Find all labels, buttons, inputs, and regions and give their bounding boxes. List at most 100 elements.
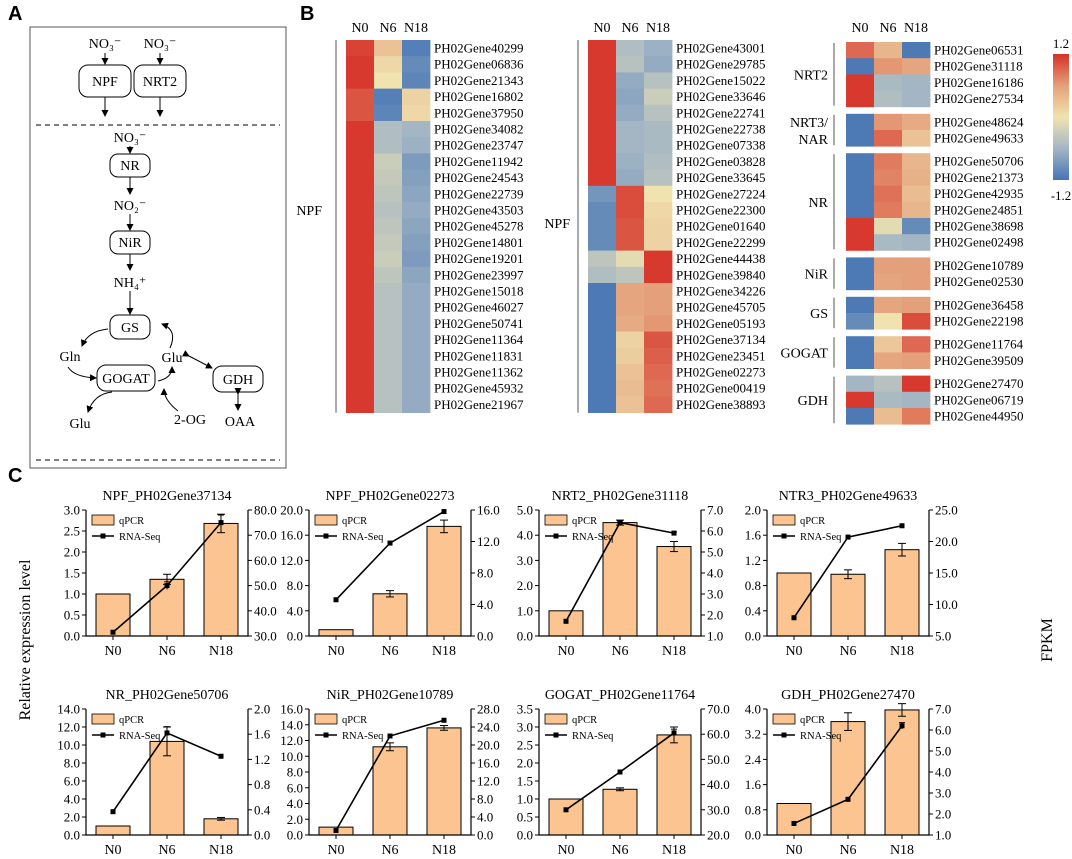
y-axis-right-label: FPKM xyxy=(1039,618,1056,662)
chart-title: NRT2_PH02Gene31118 xyxy=(552,489,689,504)
rnaseq-point xyxy=(333,597,339,603)
heatmap-cell xyxy=(644,315,673,332)
rnaseq-point xyxy=(899,523,905,529)
heatmap-cell xyxy=(402,380,431,397)
y-tick-label: 0.5 xyxy=(64,608,80,623)
rnaseq-point xyxy=(899,723,905,729)
heatmap-cell xyxy=(588,234,617,251)
heatmap-cell xyxy=(902,218,931,235)
legend-rnaseq-marker xyxy=(100,732,106,738)
pathway-frame xyxy=(29,26,287,469)
gene-label: PH02Gene49633 xyxy=(934,131,1024,146)
chart-title: NPF_PH02Gene37134 xyxy=(102,489,231,504)
legend-rnaseq-marker xyxy=(553,533,559,539)
y2-tick-label: 3.0 xyxy=(707,587,723,602)
x-tick-label: N18 xyxy=(209,644,233,659)
legend-rnaseq-label: RNA-Seq xyxy=(572,532,614,543)
group-label: GS xyxy=(810,307,828,322)
y2-tick-label: 60.0 xyxy=(707,727,730,742)
heatmap-cell xyxy=(616,137,645,154)
qpcr-bar xyxy=(884,709,920,836)
heatmap-cell xyxy=(346,121,375,138)
heatmap-cell xyxy=(902,185,931,203)
heatmap-cell xyxy=(402,396,431,413)
heatmap-cell xyxy=(346,331,375,349)
y-tick-label: 10.0 xyxy=(280,749,303,764)
heatmap-cell xyxy=(346,283,375,300)
y-tick-label: 0.4 xyxy=(745,603,762,618)
heatmap-cell xyxy=(616,56,645,73)
x-tick-label: N6 xyxy=(839,644,856,659)
group-label: NRT2 xyxy=(794,68,828,83)
y2-tick-label: 0.0 xyxy=(477,828,493,843)
y-tick-label: 2.4 xyxy=(745,752,762,767)
heatmap-cell xyxy=(374,104,403,122)
heatmap-cell xyxy=(616,121,645,138)
heatmap-cell xyxy=(902,336,931,353)
y2-tick-label: 4.0 xyxy=(935,765,951,780)
qpcr-bar xyxy=(776,803,812,836)
gdh-label: GDH xyxy=(223,373,253,388)
heatmap-cell xyxy=(874,201,903,219)
y-tick-label: 2.5 xyxy=(517,738,533,753)
heatmap-cell xyxy=(374,364,403,381)
chart-title: NR_PH02Gene50706 xyxy=(106,688,229,703)
y2-tick-label: 15.0 xyxy=(935,566,958,581)
heatmap-cell xyxy=(402,315,431,332)
rnaseq-point xyxy=(218,753,224,759)
y-tick-label: 0.0 xyxy=(64,629,80,644)
y2-tick-label: 80.0 xyxy=(254,503,277,518)
heatmap-cell xyxy=(346,364,375,381)
heatmap-cell xyxy=(346,185,375,203)
heatmap-cell xyxy=(402,364,431,381)
gene-label: PH02Gene00419 xyxy=(676,381,766,396)
heatmap-cell xyxy=(346,250,375,268)
legend-qpcr-label: qPCR xyxy=(800,516,825,527)
heatmap-cell xyxy=(874,234,903,251)
y2-tick-label: 7.0 xyxy=(935,702,951,717)
heatmap-cell xyxy=(902,375,931,393)
heatmap-cell xyxy=(588,153,617,170)
heatmap-cell xyxy=(644,56,673,73)
heatmap-cell xyxy=(616,234,645,251)
heatmap-cell xyxy=(902,58,931,75)
heatmap-cell xyxy=(588,185,617,203)
y-tick-label: 0.0 xyxy=(287,828,303,843)
heatmap-cell xyxy=(346,104,375,122)
y-tick-label: 0.0 xyxy=(64,828,80,843)
qpcr-bar xyxy=(95,825,131,836)
x-tick-label: N18 xyxy=(890,644,914,659)
heatmap-cell xyxy=(346,56,375,73)
y-tick-label: 1.0 xyxy=(517,792,533,807)
gene-label: PH02Gene15022 xyxy=(676,73,766,88)
y-tick-label: 1.2 xyxy=(745,553,761,568)
heatmap-cell xyxy=(374,202,403,219)
heatmap-cell xyxy=(588,266,617,284)
group-label: GOGAT xyxy=(781,346,829,361)
glu-top-label: Glu xyxy=(162,351,183,366)
heatmap-cell xyxy=(846,74,875,91)
glu-bottom-label: Glu xyxy=(70,417,91,432)
y-tick-label: 1.5 xyxy=(517,774,533,789)
heatmap-cell xyxy=(374,331,403,349)
heatmap-cell xyxy=(874,74,903,91)
legend-qpcr-swatch xyxy=(314,713,338,725)
heatmap-cell xyxy=(402,250,431,268)
heatmap-cell xyxy=(374,266,403,284)
heatmap-cell xyxy=(644,266,673,284)
heatmap-column-label: N18 xyxy=(646,21,670,36)
y-tick-label: 2.0 xyxy=(64,545,80,560)
heatmap-cell xyxy=(346,380,375,397)
heatmap-cell xyxy=(402,218,431,235)
gene-label: PH02Gene24543 xyxy=(434,170,524,185)
gene-label: PH02Gene11942 xyxy=(434,154,523,169)
gene-label: PH02Gene36458 xyxy=(934,297,1024,312)
y2-tick-label: 60.0 xyxy=(254,553,277,568)
qpcr-bar xyxy=(95,593,131,637)
heatmap-cell xyxy=(902,201,931,219)
gene-label: PH02Gene22739 xyxy=(434,186,524,201)
y-tick-label: 5.0 xyxy=(517,503,533,518)
heatmap-cell xyxy=(346,396,375,413)
gene-label: PH02Gene06836 xyxy=(434,57,524,72)
group-label: NiR xyxy=(805,268,829,283)
